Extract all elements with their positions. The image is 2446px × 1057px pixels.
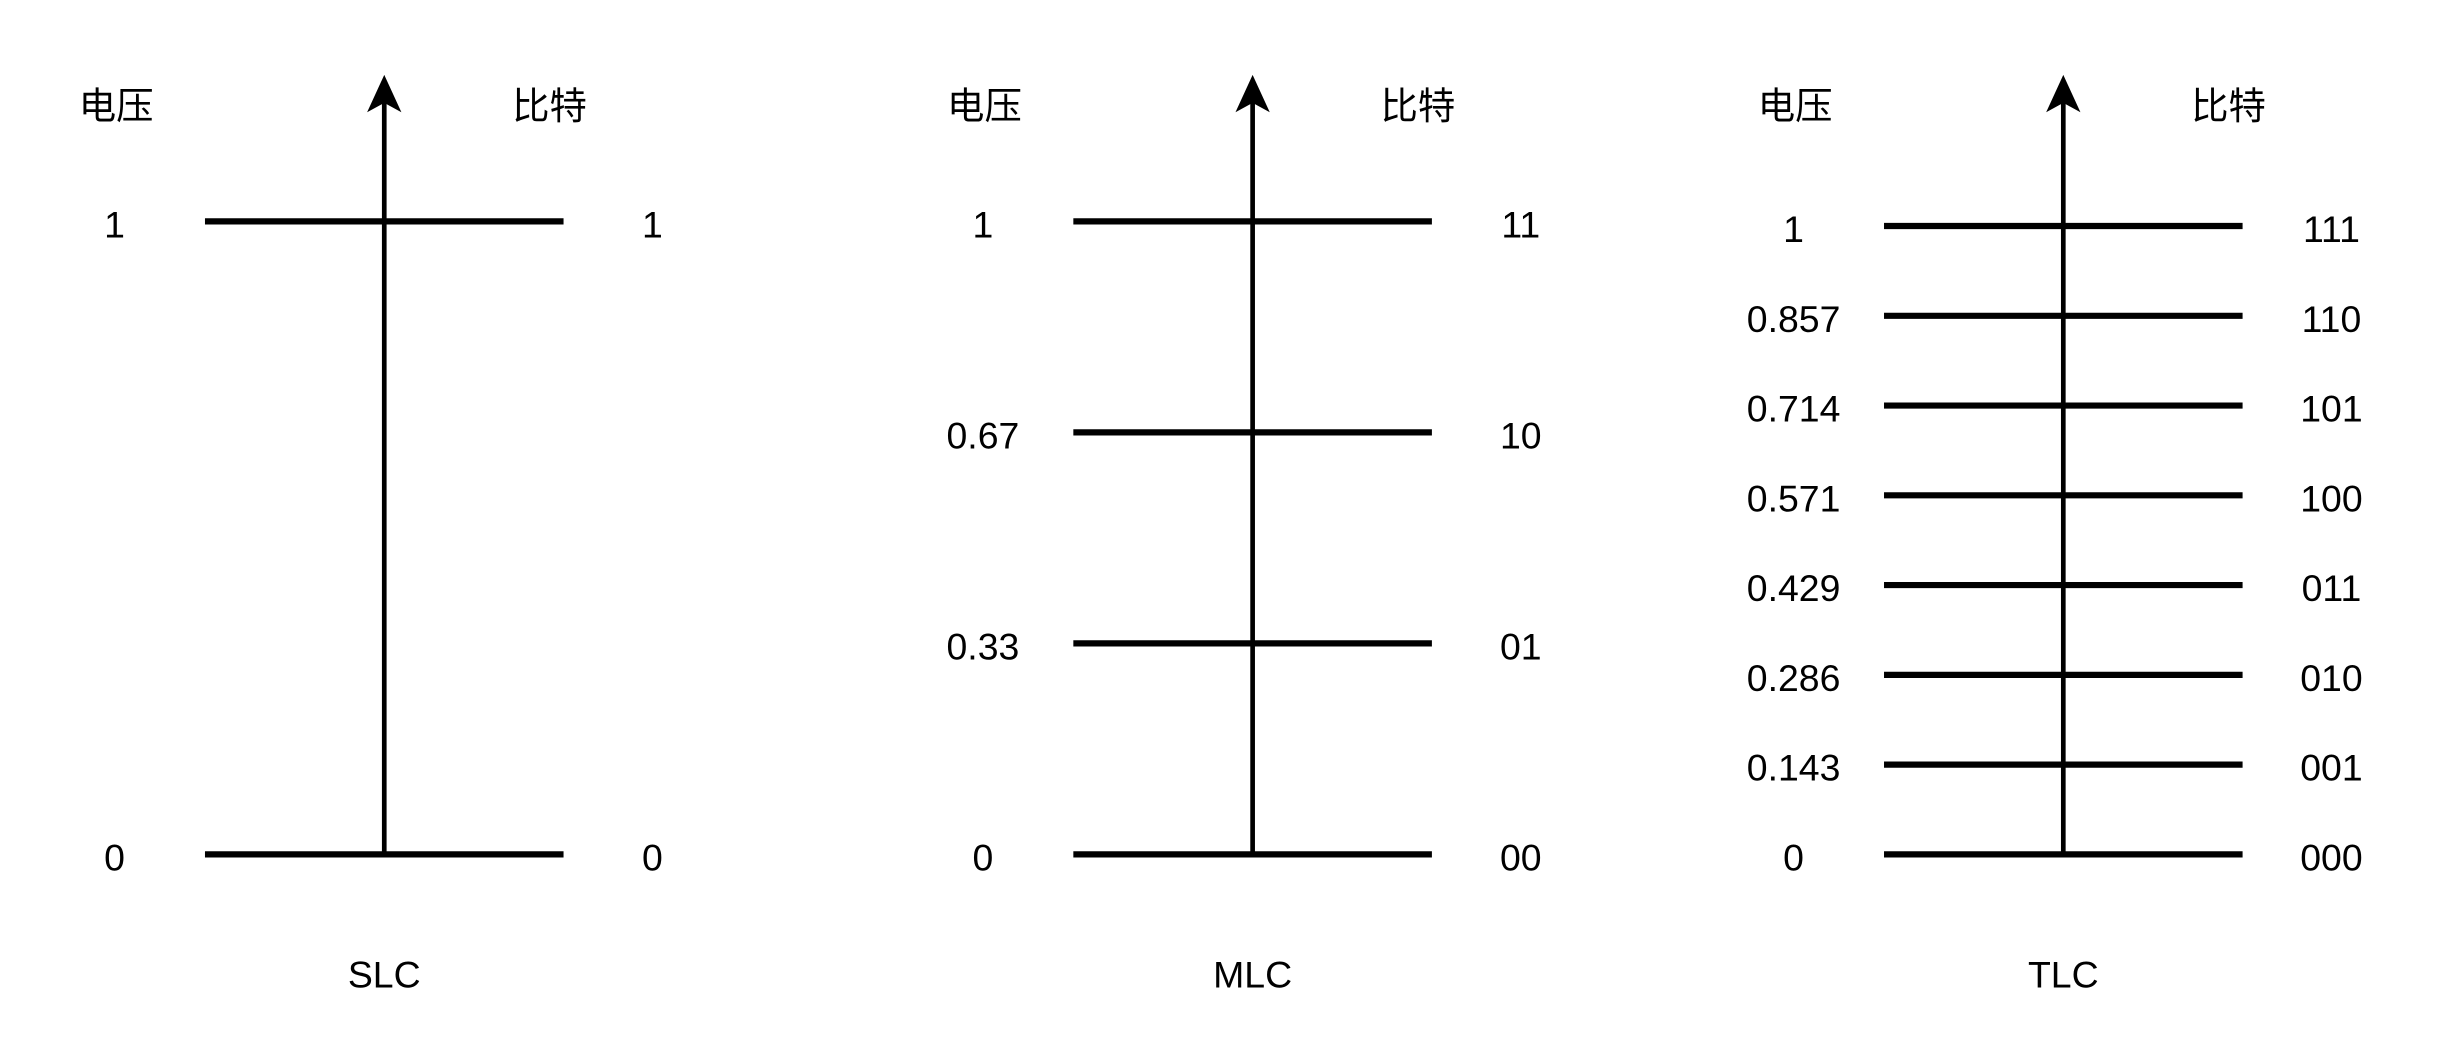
bits-header: 比特: [512, 85, 587, 127]
voltage-label: 0.143: [1747, 747, 1841, 789]
bits-label: 00: [1500, 836, 1542, 878]
voltage-label: 0: [104, 836, 125, 878]
panel-title: SLC: [348, 953, 421, 995]
voltage-label: 1: [104, 203, 125, 245]
voltage-label: 0.33: [947, 625, 1020, 667]
bits-label: 0: [642, 836, 663, 878]
voltage-label: 1: [973, 203, 994, 245]
voltage-label: 0: [973, 836, 994, 878]
panel-title: TLC: [2028, 953, 2099, 995]
arrow-up-icon: [367, 74, 402, 113]
voltage-label: 0: [1783, 836, 1804, 878]
voltage-label: 0.429: [1747, 567, 1841, 609]
voltage-label: 0.286: [1747, 657, 1841, 699]
bits-label: 000: [2300, 836, 2362, 878]
voltage-header: 电压: [79, 85, 154, 127]
voltage-header: 电压: [1758, 85, 1833, 127]
bits-label: 111: [2303, 208, 2360, 250]
voltage-label: 0.857: [1747, 298, 1841, 340]
bits-label: 10: [1500, 414, 1542, 456]
panel-title: MLC: [1213, 953, 1292, 995]
voltage-label: 0.714: [1747, 388, 1841, 430]
voltage-header: 电压: [947, 85, 1022, 127]
panel-slc: 电压 比特 1 1 0 0 SLC: [79, 74, 663, 995]
arrow-up-icon: [1235, 74, 1270, 113]
bits-label: 01: [1500, 625, 1542, 667]
bits-label: 001: [2300, 747, 2362, 789]
bits-label: 110: [2302, 298, 2362, 340]
voltage-label: 0.571: [1747, 477, 1841, 519]
bits-label: 1: [642, 203, 663, 245]
voltage-label: 0.67: [947, 414, 1020, 456]
bits-label: 100: [2300, 477, 2362, 519]
bits-header: 比特: [1380, 85, 1455, 127]
bits-label: 010: [2300, 657, 2362, 699]
bits-label: 11: [1501, 203, 1540, 245]
arrow-up-icon: [2046, 74, 2081, 113]
voltage-label: 1: [1783, 208, 1804, 250]
bits-label: 011: [2302, 567, 2362, 609]
bits-label: 101: [2300, 388, 2362, 430]
bits-header: 比特: [2191, 85, 2266, 127]
